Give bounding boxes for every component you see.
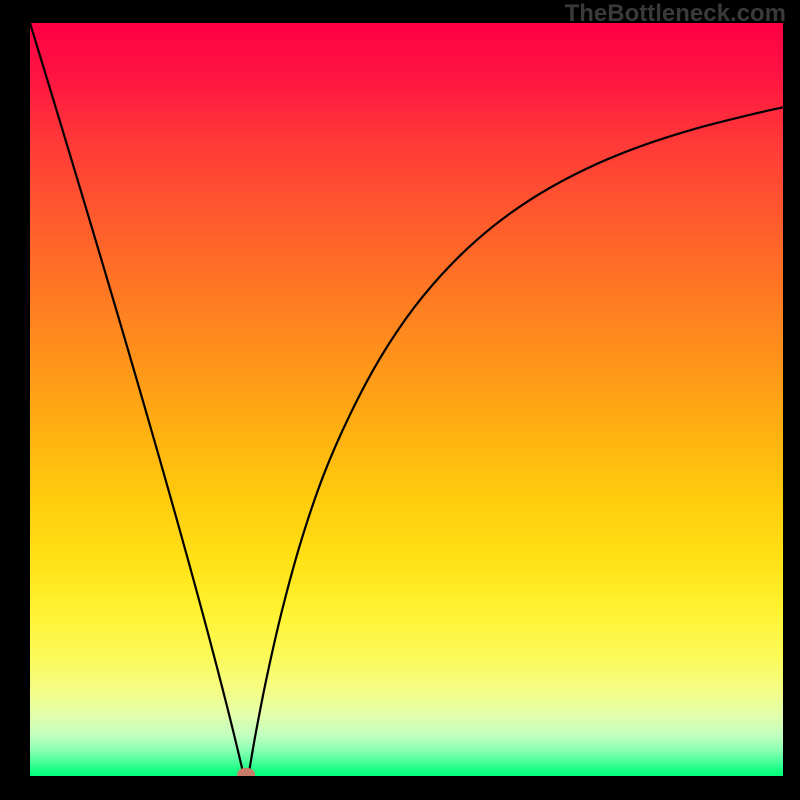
plot-area: [30, 23, 783, 776]
curve-left: [30, 23, 244, 776]
curve-layer: [30, 23, 783, 776]
curve-right: [248, 107, 783, 776]
min-marker: [237, 768, 255, 776]
chart-root: TheBottleneck.com: [0, 0, 800, 800]
watermark-label: TheBottleneck.com: [565, 0, 786, 28]
